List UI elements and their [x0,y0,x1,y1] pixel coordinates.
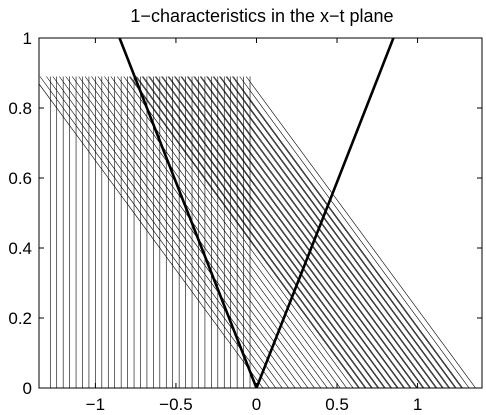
x-tick-label: 0 [252,395,261,414]
y-tick-label: 0 [23,379,32,398]
y-tick-label: 0.6 [8,169,32,188]
slanted-characteristic-10 [97,76,328,388]
slanted-characteristic-7 [78,76,309,388]
slanted-characteristic-8 [84,76,315,388]
slanted-characteristic-32 [239,76,470,388]
top-characteristic-4 [154,76,385,388]
slanted-characteristic-2 [46,76,277,388]
slanted-characteristic-23 [181,76,412,388]
slanted-characteristic-33 [245,76,476,388]
y-axis: 0 0.2 0.4 0.6 0.8 1 [8,29,482,398]
top-characteristic-3 [148,76,379,388]
y-tick-label: 1 [23,29,32,48]
slanted-characteristic-22 [175,76,405,388]
top-characteristic-15 [225,76,456,388]
slanted-characteristic-12 [110,76,341,388]
top-characteristic-12 [206,76,437,388]
top-characteristic-0 [128,76,359,388]
slanted-characteristic-3 [52,76,283,388]
x-tick-label: 1 [413,395,422,414]
slanted-characteristic-31 [233,76,463,388]
slanted-characteristic-14 [123,76,354,388]
y-tick-label: 0.2 [8,309,32,328]
slanted-characteristic-17 [142,76,373,388]
top-characteristic-8 [180,76,411,388]
top-characteristic-2 [141,76,372,388]
plot-area [39,38,476,388]
top-characteristic-14 [219,76,450,388]
slanted-characteristic-4 [59,76,289,388]
top-characteristic-6 [167,76,398,388]
top-characteristic-13 [212,76,443,388]
slanted-characteristic-28 [213,76,444,388]
slanted-characteristic-21 [168,76,399,388]
chart-title: 1−characteristics in the x−t plane [130,6,393,26]
fan-boundary-line-0 [118,38,258,388]
slanted-characteristic-5 [65,76,296,388]
top-characteristic-16 [232,76,462,388]
slanted-characteristic-24 [187,76,418,388]
x-tick-label: −1 [86,395,105,414]
top-characteristic-7 [174,76,404,388]
y-tick-label: 0.8 [8,99,32,118]
slanted-characteristic-18 [149,76,380,388]
x-tick-label: 0.5 [325,395,349,414]
slanted-characteristic-25 [194,76,425,388]
slanted-characteristic-16 [136,76,367,388]
slanted-characteristic-29 [220,76,451,388]
slanted-characteristic-0 [39,83,264,388]
top-characteristic-5 [161,76,392,388]
slanted-characteristic-19 [155,76,386,388]
slanted-characteristic-30 [226,76,457,388]
fan-boundary-line-1 [255,38,395,388]
slanted-characteristic-1 [39,76,270,388]
slanted-characteristic-20 [162,76,393,388]
x-tick-label: −0.5 [159,395,193,414]
top-characteristic-9 [186,76,417,388]
y-tick-label: 0.4 [8,239,32,258]
slanted-characteristic-6 [71,76,302,388]
slanted-characteristic-15 [129,76,360,388]
top-characteristic-11 [199,76,430,388]
top-characteristic-1 [135,76,366,388]
slanted-characteristic-27 [207,76,438,388]
slanted-characteristic-26 [200,76,431,388]
plot-frame [38,37,483,389]
top-characteristic-10 [193,76,424,388]
x-axis: −1 −0.5 0 0.5 1 [86,38,422,414]
slanted-characteristic-11 [104,76,335,388]
slanted-characteristic-9 [91,76,322,388]
